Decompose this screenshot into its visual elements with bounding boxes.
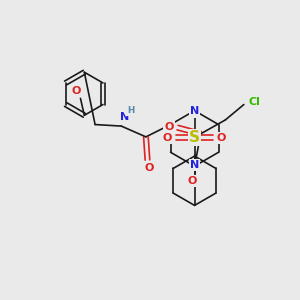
Text: O: O [72, 86, 81, 96]
Text: O: O [217, 133, 226, 142]
Text: O: O [188, 176, 197, 186]
Text: N: N [120, 112, 129, 122]
Text: H: H [127, 106, 134, 115]
Text: Cl: Cl [249, 97, 261, 107]
Text: O: O [163, 133, 172, 142]
Text: N: N [190, 106, 199, 116]
Text: O: O [164, 122, 174, 132]
Text: O: O [144, 163, 154, 173]
Text: N: N [190, 160, 199, 170]
Text: S: S [189, 130, 200, 145]
